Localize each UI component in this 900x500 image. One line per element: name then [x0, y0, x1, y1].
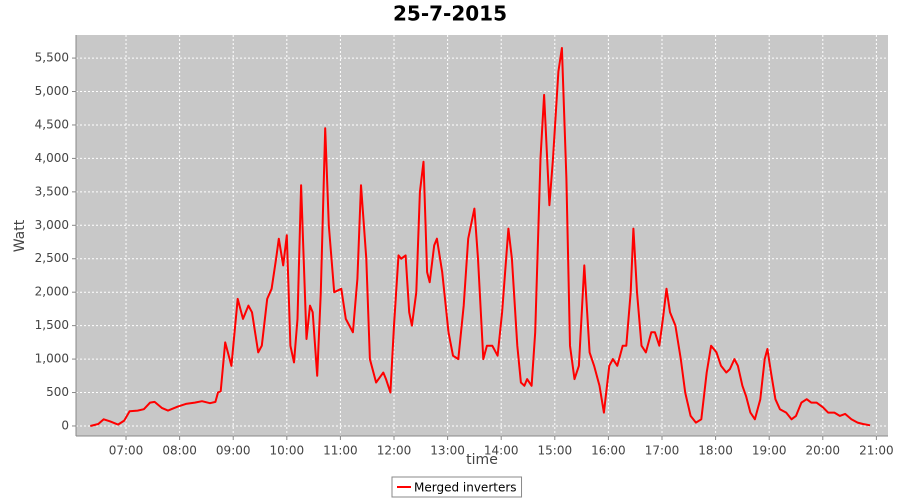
- x-tick-label: 17:00: [645, 444, 680, 458]
- legend: Merged inverters: [391, 476, 523, 498]
- x-tick-label: 07:00: [109, 444, 144, 458]
- x-tick-label: 19:00: [752, 444, 787, 458]
- x-tick-label: 13:00: [430, 444, 465, 458]
- y-tick-label: 1,500: [35, 318, 69, 332]
- x-tick-label: 12:00: [377, 444, 412, 458]
- x-tick-label: 10:00: [270, 444, 305, 458]
- y-tick-label: 3,000: [35, 218, 69, 232]
- x-axis-label: time: [466, 452, 498, 468]
- legend-label: Merged inverters: [414, 481, 517, 495]
- x-tick-label: 20:00: [805, 444, 840, 458]
- y-tick-label: 4,500: [35, 117, 69, 131]
- x-tick-label: 14:00: [484, 444, 519, 458]
- chart-title: 25-7-2015: [393, 2, 507, 26]
- x-tick-label: 08:00: [162, 444, 197, 458]
- y-tick-label: 0: [61, 418, 69, 432]
- x-tick-label: 09:00: [216, 444, 251, 458]
- y-tick-label: 4,000: [35, 151, 69, 165]
- y-tick-label: 5,500: [35, 51, 69, 65]
- y-tick-label: 3,500: [35, 184, 69, 198]
- lines: [90, 47, 871, 427]
- x-tick-label: 11:00: [323, 444, 358, 458]
- legend-box: [391, 476, 523, 498]
- y-tick-label: 500: [46, 385, 69, 399]
- data-line: [90, 47, 871, 427]
- x-tick-label: 16:00: [591, 444, 626, 458]
- x-tick-label: 15:00: [538, 444, 573, 458]
- x-tick-label: 18:00: [698, 444, 733, 458]
- y-tick-label: 2,500: [35, 251, 69, 265]
- plot-area: [76, 35, 888, 436]
- y-tick-label: 2,000: [35, 285, 69, 299]
- y-tick-label: 1,000: [35, 352, 69, 366]
- axes: 0 500 1,000 1,500 2,000 2,500 3,000 3,500 4,000 4…: [35, 35, 894, 458]
- x-tick-label: 21:00: [859, 444, 894, 458]
- y-tick-label: 5,000: [35, 84, 69, 98]
- y-axis-label: Watt: [12, 219, 28, 252]
